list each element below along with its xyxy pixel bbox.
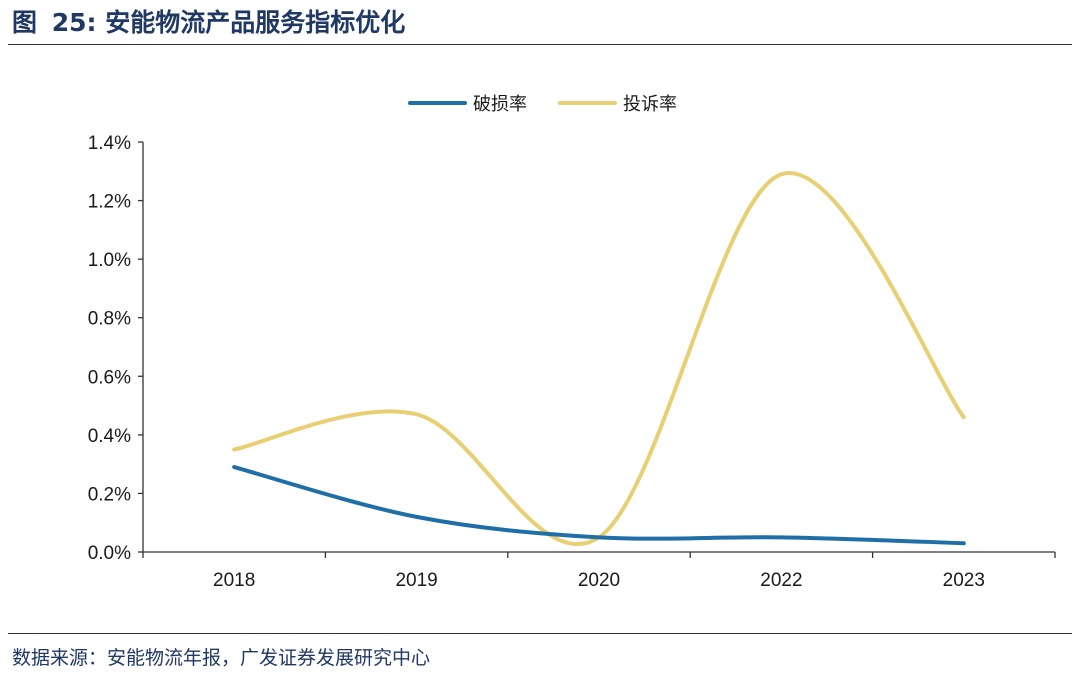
x-tick-label: 2020 [578, 570, 620, 591]
y-tick-label: 0.6% [88, 367, 131, 388]
x-tick-label: 2019 [395, 570, 437, 591]
x-tick-label: 2018 [213, 570, 255, 591]
y-tick-label: 1.0% [88, 250, 131, 271]
y-tick-label: 0.0% [88, 543, 131, 564]
bottom-rule [8, 633, 1072, 634]
legend-label: 投诉率 [623, 94, 677, 115]
x-tick-label: 2023 [943, 570, 985, 591]
line-chart: 0.0% 0.2% 0.4% 0.6% 0.8% 1.0% 1.2% 1.4% 2018 2019… [88, 94, 1056, 591]
y-tick-label: 1.4% [88, 133, 131, 154]
x-tick-label: 2022 [760, 570, 802, 591]
series-line-complaint-rate [232, 171, 966, 547]
figure-title: 图 25: 安能物流产品服务指标优化 [12, 6, 405, 40]
source-note: 数据来源：安能物流年报，广发证券发展研究中心 [12, 647, 431, 669]
y-tick-label: 0.2% [88, 484, 131, 505]
legend-label: 破损率 [473, 94, 527, 115]
y-tick-label: 0.4% [88, 426, 131, 447]
y-tick-label: 0.8% [88, 309, 131, 330]
figure-number: 25: [51, 8, 97, 37]
figure-label: 图 [12, 8, 38, 37]
figure-title-text: 安能物流产品服务指标优化 [105, 8, 406, 37]
top-rule [8, 44, 1072, 45]
y-tick-label: 1.2% [88, 192, 131, 213]
series-line-damage-rate [232, 465, 966, 546]
